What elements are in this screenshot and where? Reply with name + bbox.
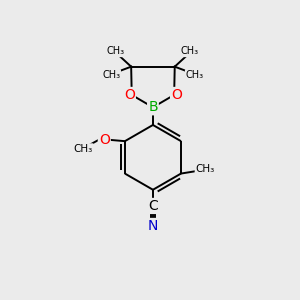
Text: N: N [148,219,158,233]
Text: B: B [148,100,158,114]
Text: O: O [124,88,135,102]
Text: CH₃: CH₃ [181,46,199,56]
Text: CH₃: CH₃ [107,46,125,56]
Text: O: O [171,88,182,102]
Text: CH₃: CH₃ [186,70,204,80]
Text: CH₃: CH₃ [102,70,120,80]
Text: O: O [99,133,110,147]
Text: C: C [148,199,158,213]
Text: CH₃: CH₃ [196,164,215,174]
Text: CH₃: CH₃ [74,144,93,154]
